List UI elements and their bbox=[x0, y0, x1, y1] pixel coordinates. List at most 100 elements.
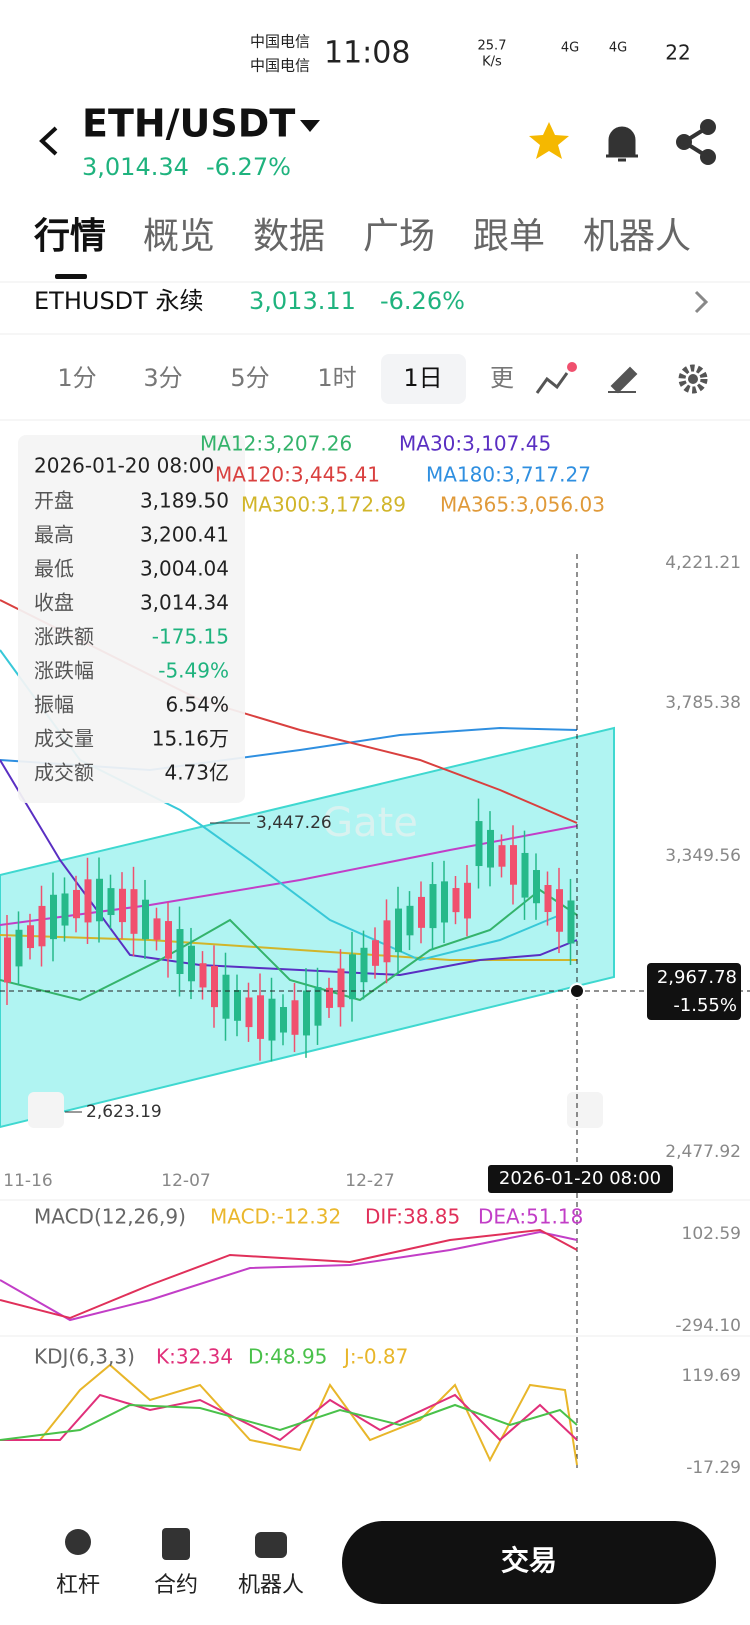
interval[interactable]: 3分 bbox=[143, 364, 182, 392]
candle-body bbox=[441, 881, 448, 923]
bot-icon[interactable] bbox=[255, 1532, 287, 1558]
kdj-axis: 119.69 bbox=[682, 1366, 741, 1386]
dropdown-arrow[interactable] bbox=[300, 120, 320, 132]
alert-icon[interactable] bbox=[606, 126, 638, 162]
tooltip-value: 3,200.41 bbox=[140, 523, 229, 547]
dif-line bbox=[0, 1228, 578, 1320]
candle-body bbox=[326, 987, 333, 1008]
ma-legend: MA365:3,056.03 bbox=[440, 493, 605, 517]
tooltip-value: -5.49% bbox=[158, 659, 229, 683]
draw-icon[interactable] bbox=[608, 366, 638, 394]
candle-body bbox=[27, 925, 34, 949]
tab[interactable]: 行情 bbox=[34, 216, 106, 257]
expand-button[interactable] bbox=[28, 1092, 64, 1128]
d-line bbox=[0, 1403, 578, 1441]
j-value: J:-0.87 bbox=[342, 1345, 408, 1369]
candle-body bbox=[50, 894, 57, 940]
tab[interactable]: 概览 bbox=[143, 216, 215, 257]
macd-title: MACD(12,26,9) bbox=[34, 1205, 186, 1229]
tooltip-value: 3,189.50 bbox=[140, 489, 229, 513]
candle-body bbox=[521, 852, 529, 898]
ma30-line bbox=[0, 759, 578, 977]
date-label: 11-16 bbox=[3, 1171, 52, 1191]
nav-label[interactable]: 机器人 bbox=[238, 1573, 304, 1598]
tooltip-key: 成交额 bbox=[34, 761, 94, 785]
candle-body bbox=[360, 947, 368, 983]
candle-body bbox=[337, 968, 345, 1008]
tooltip-key: 振幅 bbox=[34, 693, 74, 717]
date-label: 12-27 bbox=[345, 1171, 394, 1191]
ma-legend: MA12:3,207.26 bbox=[200, 432, 352, 456]
eye-button[interactable] bbox=[567, 1092, 603, 1128]
current-change: -1.55% bbox=[673, 995, 737, 1016]
interval[interactable]: 1日 bbox=[403, 364, 442, 392]
settings-icon[interactable] bbox=[678, 364, 708, 394]
low-label: 2,623.19 bbox=[86, 1102, 162, 1122]
nav-label[interactable]: 合约 bbox=[154, 1573, 198, 1598]
carrier: 中国电信 bbox=[250, 57, 310, 75]
interval-active-bg bbox=[381, 354, 466, 404]
current-price: 2,967.78 bbox=[657, 967, 737, 988]
candle-body bbox=[4, 937, 11, 983]
tooltip-key: 成交量 bbox=[34, 727, 94, 751]
candle-body bbox=[142, 899, 149, 940]
favorite-icon[interactable] bbox=[529, 122, 569, 159]
candle-body bbox=[280, 1007, 287, 1033]
header-change: -6.27% bbox=[206, 153, 291, 181]
kdj-axis: -17.29 bbox=[686, 1458, 741, 1478]
crosshair-point bbox=[569, 983, 585, 999]
leverage-icon[interactable] bbox=[65, 1529, 91, 1555]
k-line bbox=[0, 1393, 578, 1442]
candle-body bbox=[199, 963, 207, 988]
indicator-icon[interactable] bbox=[535, 372, 569, 394]
tooltip-key: 最低 bbox=[34, 557, 74, 581]
candle-body bbox=[498, 845, 506, 867]
nav-label[interactable]: 杠杆 bbox=[56, 1573, 100, 1598]
candle-body bbox=[15, 929, 23, 967]
interval[interactable]: 1分 bbox=[57, 364, 96, 392]
tooltip-value: 15.16万 bbox=[152, 727, 229, 751]
candle-body bbox=[257, 995, 264, 1039]
back-button[interactable] bbox=[39, 126, 58, 156]
j-line bbox=[0, 1363, 578, 1466]
tab[interactable]: 数据 bbox=[253, 216, 325, 257]
candle-body bbox=[211, 965, 218, 1008]
interval[interactable]: 更 bbox=[490, 364, 514, 392]
clock: 11:08 bbox=[324, 36, 410, 71]
net-speed-unit: K/s bbox=[482, 55, 502, 70]
trade-button[interactable] bbox=[342, 1521, 716, 1604]
macd-axis: 102.59 bbox=[682, 1224, 741, 1244]
tooltip-box bbox=[18, 435, 245, 803]
interval[interactable]: 1时 bbox=[317, 364, 356, 392]
candle-body bbox=[107, 888, 115, 916]
tab[interactable]: 跟单 bbox=[473, 216, 545, 257]
date-label: 12-07 bbox=[161, 1171, 210, 1191]
candle-body bbox=[452, 888, 460, 913]
tab[interactable]: 机器人 bbox=[583, 216, 691, 257]
candle-body bbox=[188, 945, 195, 982]
tooltip-value: 3,014.34 bbox=[140, 591, 229, 615]
candle-body bbox=[61, 893, 69, 926]
candle-body bbox=[222, 974, 230, 1019]
price-axis-label: 3,349.56 bbox=[665, 846, 741, 866]
contract-icon[interactable] bbox=[162, 1528, 190, 1560]
tooltip-key: 开盘 bbox=[34, 489, 74, 513]
chevron[interactable] bbox=[694, 290, 709, 314]
tooltip-key: 收盘 bbox=[34, 591, 74, 615]
crosshair-date: 2026-01-20 08:00 bbox=[499, 1168, 661, 1189]
trade-label[interactable]: 交易 bbox=[501, 1544, 557, 1577]
candle-body bbox=[429, 884, 437, 929]
interval[interactable]: 5分 bbox=[230, 364, 269, 392]
candle-body bbox=[130, 889, 138, 934]
perp-name[interactable]: ETHUSDT 永续 bbox=[34, 287, 203, 315]
candle-body bbox=[176, 929, 184, 975]
share-icon[interactable] bbox=[676, 119, 716, 165]
tab[interactable]: 广场 bbox=[363, 216, 435, 257]
candle-body bbox=[245, 997, 253, 1028]
kline-chart: Gate bbox=[0, 435, 750, 1471]
date-box bbox=[488, 1165, 673, 1193]
candle-body bbox=[464, 882, 471, 919]
price-axis-label: 4,221.21 bbox=[665, 553, 741, 573]
channel bbox=[0, 726, 615, 1129]
